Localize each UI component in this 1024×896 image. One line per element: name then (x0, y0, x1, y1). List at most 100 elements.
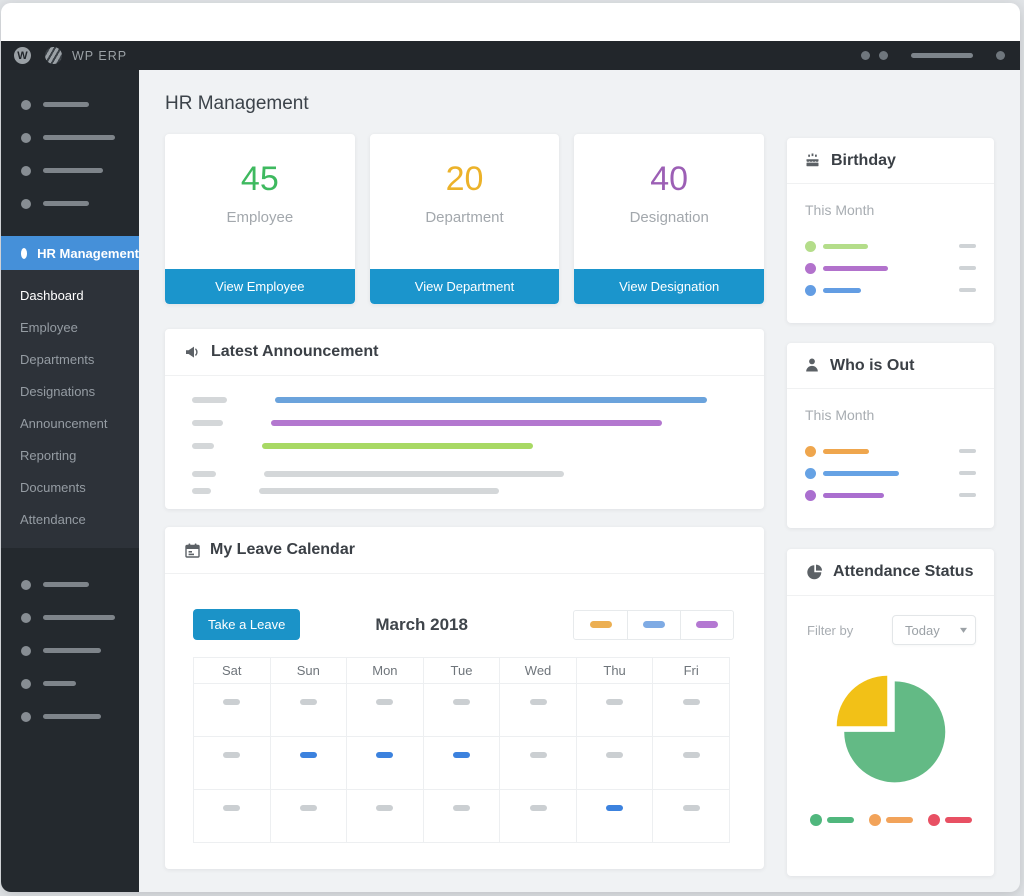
adminbar-placeholder-dot[interactable] (861, 51, 870, 60)
sidebar-placeholder-item[interactable] (1, 634, 139, 667)
calendar-day-cell[interactable] (575, 683, 654, 737)
placeholder-dot-icon (21, 612, 31, 623)
day-placeholder (682, 699, 700, 705)
calendar-day-cell[interactable] (193, 683, 271, 737)
submenu-item-dashboard[interactable]: Dashboard (20, 288, 84, 303)
day-placeholder (223, 699, 241, 705)
view-employee-button[interactable]: View Employee (165, 269, 355, 304)
sidebar-placeholder-item[interactable] (1, 568, 139, 601)
calendar-day-cell[interactable] (422, 789, 501, 843)
submenu-item-designations[interactable]: Designations (20, 384, 96, 399)
take-a-leave-button[interactable]: Take a Leave (193, 609, 301, 640)
calendar-day-cell[interactable] (422, 683, 501, 737)
wordpress-logo-icon[interactable]: W (14, 47, 31, 64)
calendar-day-cell[interactable] (652, 789, 730, 843)
submenu-item-documents[interactable]: Documents (20, 480, 86, 495)
pie-slice-yellow (836, 675, 887, 727)
placeholder-line (43, 201, 89, 206)
sidebar-placeholder-item[interactable] (1, 667, 139, 700)
calendar-legend-button[interactable] (574, 611, 627, 639)
adminbar-placeholder-dot[interactable] (996, 51, 1005, 60)
day-placeholder (452, 805, 470, 811)
minimize-window-icon[interactable] (45, 16, 58, 29)
legend-pill (643, 621, 665, 628)
submenu-item-reporting[interactable]: Reporting (20, 448, 77, 463)
adminbar-placeholder-line[interactable] (911, 53, 973, 58)
calendar-day-cell[interactable] (575, 789, 654, 843)
attendance-status-card: Attendance Status Filter by Today ▾ (787, 549, 994, 876)
announcement-title: Latest Announcement (211, 343, 379, 360)
calendar-day-cell[interactable] (269, 789, 348, 843)
legend-pill (696, 621, 718, 628)
calendar-week-row (193, 683, 730, 737)
menu-bullet-icon (21, 247, 28, 259)
calendar-day-cell[interactable] (193, 736, 271, 790)
calendar-day-cell[interactable] (193, 789, 271, 843)
day-placeholder (223, 805, 241, 811)
stat-card: 45 Employee View Employee (165, 134, 355, 304)
pie-slice-green (843, 681, 945, 783)
legend-pill (589, 621, 612, 628)
announcement-card: Latest Announcement (165, 329, 764, 509)
calendar-day-cell[interactable] (269, 683, 348, 737)
person-row (805, 462, 976, 484)
calendar-day-cell[interactable] (652, 736, 730, 790)
calendar-day-cell[interactable] (422, 736, 501, 790)
calendar-day-cell[interactable] (346, 789, 424, 843)
hr-submenu: Dashboard Employee Departments Designations… (1, 270, 139, 548)
wperp-logo-icon[interactable] (45, 47, 62, 64)
submenu-item-attendance[interactable]: Attendance (20, 512, 86, 527)
day-placeholder (606, 805, 624, 811)
adminbar-placeholder-dot[interactable] (879, 51, 888, 60)
calendar-day-cell[interactable] (652, 683, 730, 737)
close-window-icon[interactable] (25, 16, 38, 29)
view-designation-button[interactable]: View Designation (574, 269, 765, 304)
sidebar-placeholder-item[interactable] (1, 121, 139, 154)
chevron-down-icon: ▾ (959, 624, 968, 636)
sidebar-placeholder-item[interactable] (1, 187, 139, 220)
sidebar-placeholder-item[interactable] (1, 154, 139, 187)
view-department-button[interactable]: View Department (369, 269, 560, 304)
announcement-label-placeholder (192, 443, 214, 449)
placeholder-line (43, 168, 103, 173)
date-placeholder (959, 449, 976, 453)
placeholder-dot-icon (21, 678, 31, 689)
sidebar-placeholder-item[interactable] (1, 88, 139, 121)
calendar-day-cell[interactable] (499, 789, 577, 843)
announcement-text-placeholder (262, 443, 533, 449)
sidebar: HR Management Dashboard Employee Departmen… (1, 70, 139, 892)
maximize-window-icon[interactable] (65, 16, 78, 29)
filter-by-label: Filter by (807, 622, 854, 638)
submenu-item-departments[interactable]: Departments (20, 352, 95, 367)
filter-dropdown[interactable]: Today ▾ (892, 615, 976, 645)
date-placeholder (959, 471, 976, 475)
leave-calendar-table: Sat Sun Mon Tue Wed Thu Fri (193, 657, 730, 843)
sidebar-placeholder-item[interactable] (1, 700, 139, 733)
calendar-day-cell[interactable] (346, 736, 424, 790)
calendar-day-cell[interactable] (499, 683, 577, 737)
weekday-header-row: Sat Sun Mon Tue Wed Thu Fri (193, 657, 730, 684)
calendar-legend-button[interactable] (627, 610, 680, 639)
name-placeholder (823, 265, 888, 271)
announcement-body (165, 376, 764, 494)
placeholder-dot-icon (21, 645, 31, 656)
submenu-item-announcement[interactable]: Announcement (20, 416, 108, 431)
calendar-day-cell[interactable] (499, 736, 577, 790)
megaphone-icon (185, 345, 201, 360)
stat-label: Department (425, 209, 504, 226)
calendar-day-cell[interactable] (575, 736, 654, 790)
who-is-out-header: Who is Out (787, 343, 994, 389)
weekday-header: Fri (652, 657, 730, 684)
calendar-day-cell[interactable] (346, 683, 424, 737)
sidebar-placeholder-item[interactable] (1, 601, 139, 634)
calendar-legend-button[interactable] (680, 610, 733, 639)
calendar-day-cell[interactable] (269, 736, 348, 790)
calendar-week-row (193, 736, 730, 790)
sidebar-item-hr-management[interactable]: HR Management (1, 236, 139, 270)
legend-dot-icon (868, 814, 881, 826)
stats-row: 45 Employee View Employee 20 Department View … (165, 134, 765, 304)
submenu-item-employee[interactable]: Employee (20, 320, 78, 335)
weekday-header: Mon (346, 657, 424, 684)
stat-value: 40 (650, 160, 689, 198)
person-row (805, 279, 976, 301)
